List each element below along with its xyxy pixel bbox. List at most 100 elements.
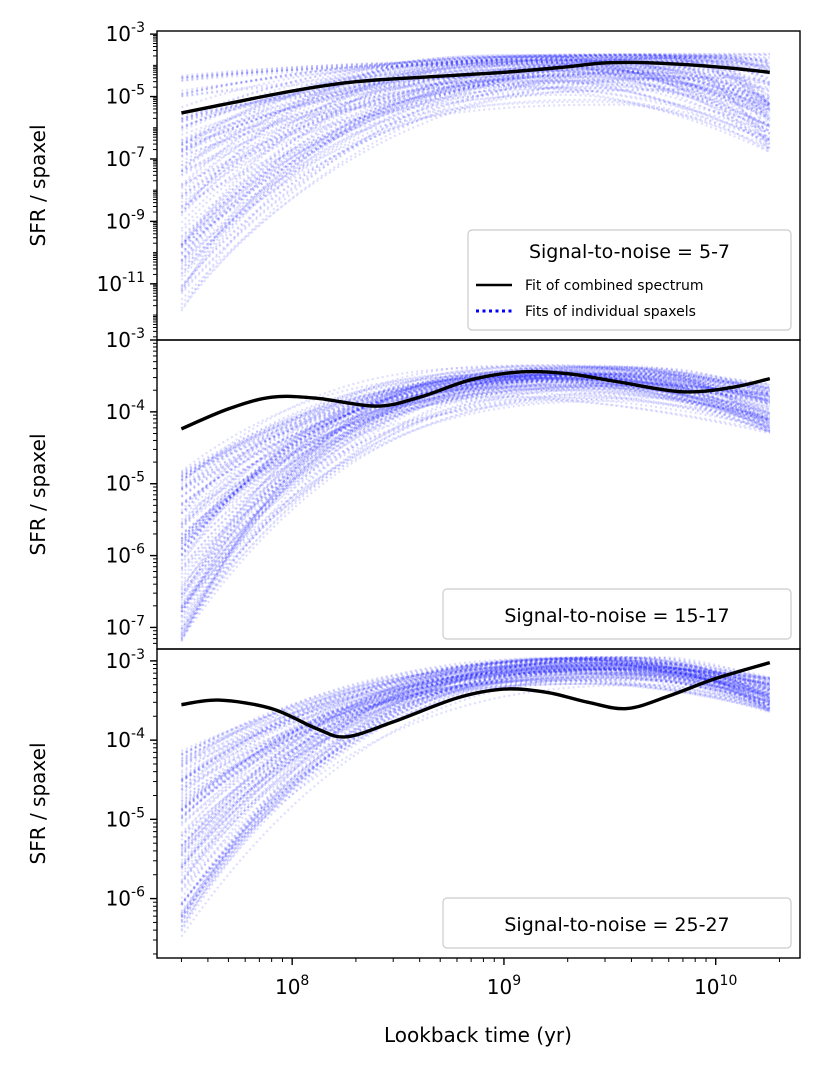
spaxel-fit-line bbox=[180, 667, 771, 905]
spaxel-fit-line bbox=[180, 366, 771, 486]
individual-fits-group bbox=[180, 655, 771, 938]
spaxel-fit-line bbox=[180, 68, 771, 270]
spaxel-fit-line bbox=[180, 103, 771, 209]
spaxel-fit-line bbox=[180, 76, 771, 262]
spaxel-fit-line bbox=[180, 61, 771, 230]
x-tick-label: 1010 bbox=[694, 973, 737, 999]
spaxel-fit-line bbox=[180, 658, 771, 811]
spaxel-fit-line bbox=[181, 74, 771, 117]
spaxel-fit-line bbox=[180, 667, 771, 847]
spaxel-fit-line bbox=[181, 58, 771, 106]
spaxel-fit-line bbox=[180, 364, 771, 633]
spaxel-fit-line bbox=[180, 365, 771, 636]
spaxel-fit-line bbox=[180, 657, 771, 838]
spaxel-fit-line bbox=[181, 53, 771, 95]
spaxel-fit-line bbox=[180, 668, 771, 905]
spaxel-fit-line bbox=[180, 79, 771, 263]
spaxel-fit-line bbox=[180, 376, 771, 543]
spaxel-fit-line bbox=[181, 72, 771, 120]
spaxel-fit-line bbox=[180, 378, 771, 545]
spaxel-fit-line bbox=[180, 664, 770, 775]
spaxel-fit-line bbox=[180, 53, 771, 167]
spaxel-fit-line bbox=[180, 670, 771, 808]
spaxel-fit-line bbox=[180, 656, 771, 783]
spaxel-fit-line bbox=[180, 656, 771, 792]
spaxel-fit-line bbox=[180, 659, 771, 810]
spaxel-fit-line bbox=[180, 68, 770, 173]
y-tick-label: 10-6 bbox=[106, 542, 146, 568]
spaxel-fit-line bbox=[180, 57, 771, 245]
legend-individual-label: Fits of individual spaxels bbox=[525, 304, 696, 320]
spaxel-fit-line bbox=[180, 372, 771, 613]
spaxel-fit-line bbox=[180, 54, 771, 177]
y-tick-label: 10-3 bbox=[106, 20, 145, 46]
spaxel-fit-line bbox=[180, 370, 771, 639]
spaxel-fit-line bbox=[180, 366, 771, 602]
spaxel-fit-line bbox=[180, 377, 771, 596]
spaxel-fit-line bbox=[180, 380, 770, 570]
x-axis-label: Lookback time (yr) bbox=[384, 1023, 572, 1047]
spaxel-fit-line bbox=[180, 395, 771, 551]
spaxel-fit-line bbox=[180, 68, 771, 176]
spaxel-fit-line bbox=[180, 671, 771, 756]
spaxel-fit-line bbox=[180, 656, 771, 763]
spaxel-fit-line bbox=[180, 389, 771, 609]
spaxel-fit-line bbox=[181, 79, 771, 144]
spaxel-fit-line bbox=[180, 658, 771, 780]
spaxel-fit-line bbox=[180, 374, 770, 473]
spaxel-fit-line bbox=[180, 84, 771, 255]
spaxel-fit-line bbox=[181, 64, 771, 120]
panel-1: 10-3 10-5 10-7 10-9 10-11 SFR / spaxel Signal-… bbox=[26, 20, 801, 341]
legend-box bbox=[442, 588, 792, 640]
spaxel-fit-line bbox=[180, 387, 771, 561]
spaxel-fit-line bbox=[181, 53, 771, 96]
spaxel-fit-line bbox=[180, 373, 771, 505]
spaxel-fit-line bbox=[180, 71, 771, 246]
spaxel-fit-line bbox=[180, 656, 771, 784]
combined-fit-line bbox=[181, 660, 771, 739]
spaxel-fit-line bbox=[180, 664, 771, 868]
spaxel-fit-line bbox=[180, 657, 771, 756]
spaxel-fit-line bbox=[180, 374, 771, 610]
spaxel-fit-line bbox=[180, 79, 771, 150]
spaxel-fit-line bbox=[180, 67, 771, 278]
spaxel-fit-line bbox=[180, 374, 771, 628]
spaxel-fit-line bbox=[180, 57, 771, 147]
spaxel-fit-line bbox=[180, 369, 771, 497]
legend: Signal-to-noise = 5-7 Fit of combined spe… bbox=[467, 229, 792, 331]
spaxel-fit-line bbox=[180, 60, 771, 281]
y-tick-label: 10-4 bbox=[106, 398, 146, 424]
spaxel-fit-line bbox=[180, 56, 771, 249]
spaxel-fit-line bbox=[180, 71, 771, 188]
spaxel-fit-line bbox=[180, 378, 770, 482]
spaxel-fit-line bbox=[180, 676, 770, 919]
spaxel-fit-line bbox=[180, 384, 771, 536]
spaxel-fit-line bbox=[180, 367, 771, 635]
spaxel-fit-line bbox=[180, 656, 771, 869]
spaxel-fit-line bbox=[180, 366, 771, 551]
spaxel-fit-line bbox=[180, 59, 771, 262]
spaxel-fit-line bbox=[180, 661, 771, 837]
spaxel-fit-line bbox=[180, 666, 770, 891]
spaxel-fit-line bbox=[180, 63, 770, 129]
spaxel-fit-line bbox=[180, 657, 771, 883]
spaxel-fit-line bbox=[180, 675, 771, 792]
spaxel-fit-line bbox=[180, 656, 771, 848]
spaxel-fit-line bbox=[180, 377, 771, 576]
y-tick-label: 10-5 bbox=[106, 470, 145, 496]
spaxel-fit-line bbox=[180, 658, 771, 890]
spaxel-fit-line bbox=[180, 672, 771, 877]
spaxel-fit-line bbox=[180, 53, 770, 291]
spaxel-fit-line bbox=[180, 373, 771, 623]
spaxel-fit-line bbox=[180, 85, 771, 232]
spaxel-fit-line bbox=[180, 66, 771, 271]
spaxel-fit-line bbox=[180, 368, 771, 498]
spaxel-fit-line bbox=[180, 372, 771, 594]
legend: Signal-to-noise = 25-27 bbox=[442, 897, 792, 949]
spaxel-fit-line bbox=[180, 658, 771, 850]
spaxel-fit-line bbox=[180, 668, 771, 914]
spaxel-fit-line bbox=[180, 664, 771, 811]
spaxel-fit-line bbox=[180, 378, 771, 479]
spaxel-fit-line bbox=[181, 59, 771, 87]
